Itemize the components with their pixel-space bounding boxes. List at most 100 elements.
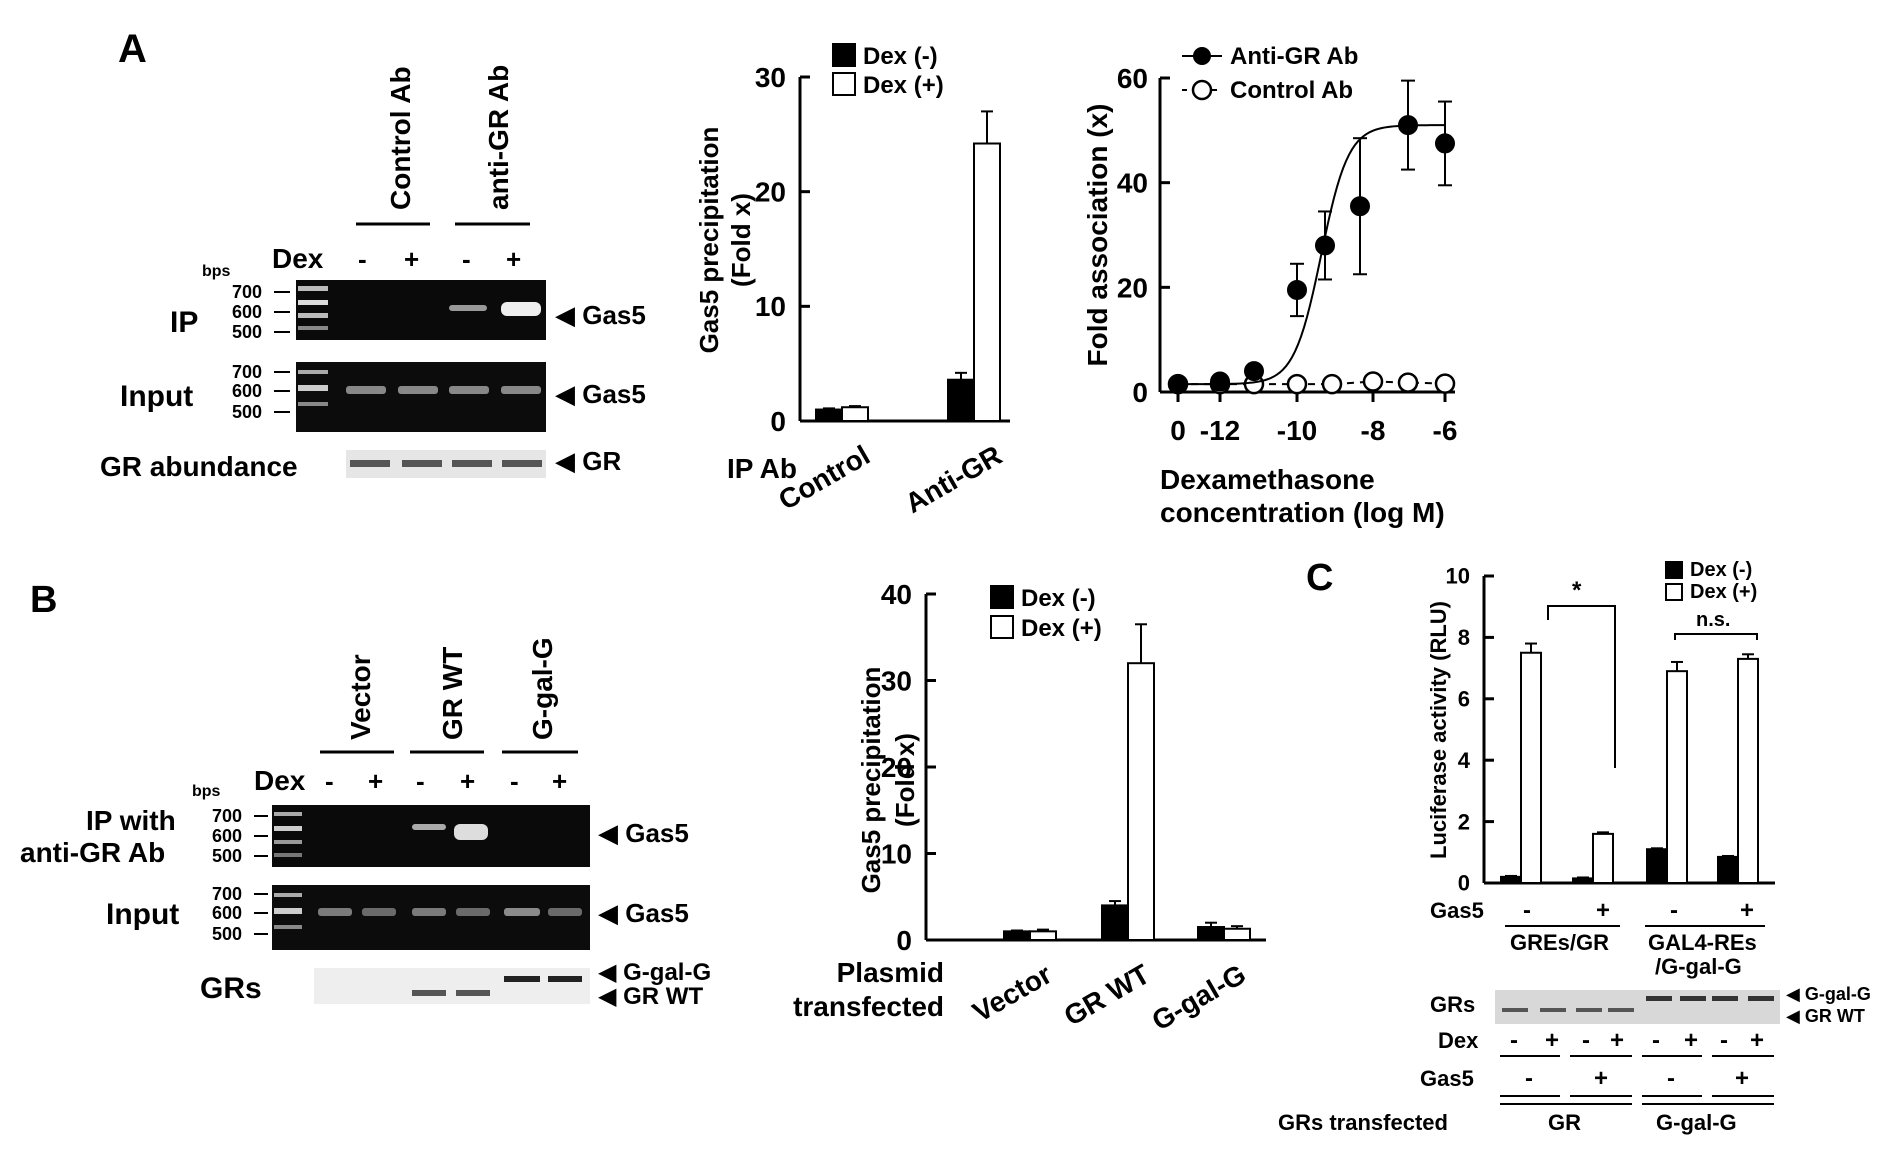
c-dex-sign: + bbox=[1684, 1027, 1698, 1054]
c-gas5-lower-sign: + bbox=[1735, 1065, 1749, 1092]
series-fit-curve bbox=[1177, 124, 1446, 386]
gel-a-header-antigr: anti-GR Ab bbox=[483, 65, 514, 210]
data-point-antigr bbox=[1435, 133, 1455, 154]
panel-b-gel: Vector GR WT G-gal-G Dex - + - + - + bps… bbox=[20, 637, 711, 1010]
gel-b-dex-sign: - bbox=[325, 766, 334, 796]
bar bbox=[841, 406, 869, 422]
y-tick-label: 10 bbox=[881, 838, 912, 869]
y-tick-label: 30 bbox=[755, 62, 786, 93]
y-tick-label: 60 bbox=[1117, 63, 1148, 94]
data-point-control bbox=[1321, 373, 1343, 395]
x-axis-label: IP Ab bbox=[727, 453, 797, 484]
gel-a-input-band bbox=[346, 386, 386, 394]
gel-b-ladder: 500 bbox=[212, 924, 242, 944]
data-point-antigr bbox=[1210, 371, 1230, 392]
c-grs-label: GRs bbox=[1430, 992, 1475, 1017]
gel-b-dex-sign: - bbox=[416, 766, 425, 796]
y-axis-label: Luciferase activity (RLU) bbox=[1426, 601, 1451, 859]
gel-b-input-band bbox=[504, 908, 540, 916]
gel-b-input-band bbox=[412, 908, 446, 916]
gel-b-input-band bbox=[318, 908, 352, 916]
x-axis-label: transfected bbox=[793, 991, 944, 1022]
x-tick-label: -12 bbox=[1200, 415, 1240, 446]
gel-a-band-label-gr: ◀ GR bbox=[555, 446, 621, 476]
gel-a-ladder: 700 bbox=[232, 282, 262, 302]
y-axis-label: Gas5 precipitation bbox=[856, 667, 886, 894]
gel-a-ip-band bbox=[501, 302, 541, 316]
gel-a-ladder: 600 bbox=[232, 381, 262, 401]
chart-a-dose-response: 0 20 40 60 0 -12 -10 -8 -6 Anti-GR Ab Control Ab Fo… bbox=[1082, 43, 1457, 528]
gel-a-dex-sign: - bbox=[358, 244, 367, 274]
c-gas5-sign: + bbox=[1740, 897, 1754, 924]
x-axis-label: Plasmid bbox=[837, 957, 944, 988]
gel-a-input-band bbox=[398, 386, 438, 394]
c-dex-label: Dex bbox=[1438, 1028, 1479, 1053]
gel-b-input-image bbox=[272, 885, 590, 950]
significance-ns: n.s. bbox=[1696, 609, 1730, 631]
bar bbox=[1223, 927, 1251, 942]
legend-swatch bbox=[990, 585, 1014, 609]
legend-swatch bbox=[1665, 561, 1683, 579]
y-axis-label: (Fold x) bbox=[890, 733, 920, 827]
data-point-control bbox=[1362, 371, 1384, 392]
y-tick-label: 0 bbox=[1458, 871, 1470, 896]
legend-label: Control Ab bbox=[1230, 77, 1353, 104]
legend-label: Dex (-) bbox=[863, 43, 938, 70]
gel-b-dex-sign: + bbox=[460, 766, 475, 796]
data-point-control bbox=[1286, 373, 1308, 395]
bar bbox=[947, 378, 975, 422]
c-grs-group-ggalg: G-gal-G bbox=[1656, 1110, 1737, 1135]
legend-label: Dex (+) bbox=[1021, 615, 1102, 642]
gel-a-header-control: Control Ab bbox=[385, 66, 416, 210]
gel-b-input-band bbox=[362, 908, 396, 916]
c-gas5-lower-sign: - bbox=[1525, 1065, 1533, 1092]
y-tick-label: 30 bbox=[881, 665, 912, 696]
c-group-gal4: GAL4-REs bbox=[1648, 930, 1757, 955]
c-dex-sign: + bbox=[1545, 1027, 1559, 1054]
x-tick-label: GR WT bbox=[1059, 958, 1155, 1032]
gel-b-header-grwt: GR WT bbox=[437, 647, 468, 740]
y-tick-label: 20 bbox=[1117, 272, 1148, 303]
gel-b-header-ggalg: G-gal-G bbox=[527, 637, 558, 740]
gel-a-dex-label: Dex bbox=[272, 243, 324, 274]
gel-a-row-input: Input bbox=[120, 380, 193, 413]
c-gas5-sign: + bbox=[1596, 897, 1610, 924]
bar bbox=[973, 142, 1001, 423]
y-tick-label: 40 bbox=[1117, 168, 1148, 199]
x-axis-label: concentration (log M) bbox=[1160, 497, 1445, 528]
gel-a-row-gr: GR abundance bbox=[100, 451, 298, 482]
c-gas5-lower-sign: - bbox=[1667, 1065, 1675, 1092]
chart-b-bar: 0 10 20 30 40 Vector GR WTG-gal-G Dex (-) Dex (+… bbox=[793, 579, 1266, 1037]
legend-label: Dex (-) bbox=[1690, 559, 1752, 581]
y-tick-label: 8 bbox=[1458, 625, 1470, 650]
x-tick-label: -8 bbox=[1361, 415, 1386, 446]
gel-a-ip-band bbox=[449, 305, 487, 311]
gel-a-input-band bbox=[501, 386, 541, 394]
c-grs-transfected-label: GRs transfected bbox=[1278, 1110, 1448, 1135]
y-axis-label: Fold association (x) bbox=[1082, 104, 1113, 367]
x-axis-label: Dexamethasone bbox=[1160, 464, 1375, 495]
gel-b-grs-blot bbox=[314, 968, 590, 1004]
panel-label-c: C bbox=[1306, 557, 1333, 599]
data-point-antigr bbox=[1398, 115, 1418, 136]
x-tick-label: Anti-GR bbox=[900, 439, 1007, 519]
y-tick-label: 40 bbox=[881, 579, 912, 610]
panel-c-annotations: * n.s. Gas5 - + - + GREs/GR GAL4-REs /G-… bbox=[1278, 577, 1871, 1135]
gel-b-dex-sign: + bbox=[368, 766, 383, 796]
c-group-gregr: GREs/GR bbox=[1510, 930, 1609, 955]
gel-b-ladder: 700 bbox=[212, 806, 242, 826]
bar bbox=[1029, 930, 1057, 941]
data-point-antigr bbox=[1168, 374, 1188, 395]
gel-a-band-label-input: ◀ Gas5 bbox=[555, 379, 646, 409]
y-tick-label: 4 bbox=[1458, 748, 1471, 773]
c-gas5-lower-sign: + bbox=[1594, 1065, 1608, 1092]
gel-b-band-label-input: ◀ Gas5 bbox=[598, 898, 689, 928]
c-dex-sign: + bbox=[1750, 1027, 1764, 1054]
gel-a-band-label-ip: ◀ Gas5 bbox=[555, 300, 646, 330]
x-tick-label: Vector bbox=[967, 958, 1057, 1028]
gel-b-band-label-ggalg: ◀ G-gal-G bbox=[598, 959, 711, 986]
gel-a-dex-sign: + bbox=[506, 244, 521, 274]
gel-b-dex-sign: + bbox=[552, 766, 567, 796]
gel-b-ladder: 500 bbox=[212, 846, 242, 866]
